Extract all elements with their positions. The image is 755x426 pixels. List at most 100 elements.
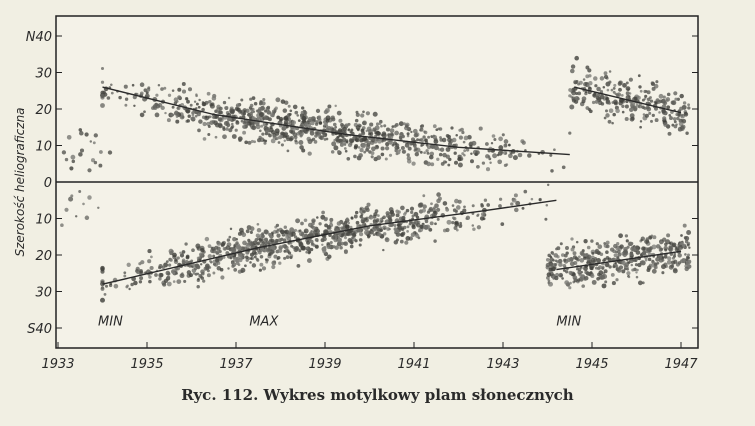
data-point	[240, 119, 244, 123]
data-point	[569, 261, 575, 267]
data-point	[384, 237, 390, 243]
data-point	[219, 106, 223, 111]
data-point	[658, 247, 663, 252]
data-point	[370, 151, 375, 156]
data-point	[207, 125, 211, 128]
data-point	[379, 217, 383, 222]
data-point	[583, 266, 588, 271]
data-point	[619, 244, 624, 249]
data-point	[166, 275, 171, 280]
data-point	[619, 98, 624, 103]
data-point	[87, 168, 92, 173]
data-point	[358, 238, 363, 242]
data-point	[683, 236, 687, 240]
data-point	[265, 126, 270, 131]
data-point	[376, 227, 381, 231]
data-point	[563, 253, 568, 258]
data-point	[258, 238, 263, 242]
data-point	[577, 267, 582, 272]
data-point	[196, 284, 200, 289]
data-point	[498, 136, 503, 142]
data-point	[291, 120, 297, 125]
data-point	[432, 135, 437, 140]
data-point	[549, 255, 553, 259]
data-point	[439, 147, 445, 152]
data-point	[244, 140, 249, 145]
data-point	[301, 106, 305, 110]
data-point	[599, 252, 604, 257]
data-point	[206, 269, 210, 273]
data-point	[610, 88, 614, 92]
data-point	[363, 230, 369, 235]
data-point	[685, 131, 689, 135]
data-point	[259, 255, 264, 259]
data-point	[213, 262, 218, 267]
data-point	[615, 278, 619, 282]
data-point	[258, 112, 264, 118]
data-point	[682, 101, 687, 105]
data-point	[635, 271, 638, 274]
data-point	[123, 274, 127, 278]
data-point	[283, 120, 288, 125]
data-point	[287, 230, 292, 235]
data-point	[139, 82, 145, 87]
data-point	[258, 107, 263, 112]
data-point	[489, 161, 492, 164]
data-point	[573, 277, 577, 281]
data-point	[247, 140, 252, 145]
data-point	[205, 265, 210, 270]
data-point	[596, 86, 601, 92]
data-point	[321, 243, 324, 247]
data-point	[521, 206, 525, 210]
data-point	[226, 238, 231, 242]
data-point	[613, 253, 618, 258]
data-point	[303, 218, 308, 223]
data-point	[605, 250, 609, 254]
data-point	[568, 88, 572, 92]
data-point	[355, 125, 361, 131]
data-point	[621, 110, 625, 114]
data-point	[550, 169, 554, 173]
data-point	[586, 260, 591, 264]
data-point	[453, 226, 458, 230]
y-axis-label: Szerokość heliograficzna	[13, 107, 27, 256]
data-point	[284, 245, 289, 251]
data-point	[413, 132, 419, 138]
data-point	[110, 83, 113, 86]
data-point	[377, 232, 382, 237]
data-point	[285, 132, 289, 136]
data-point	[295, 218, 301, 224]
data-point	[406, 134, 410, 138]
data-point	[663, 122, 668, 127]
data-point	[173, 97, 179, 102]
data-point	[194, 272, 198, 276]
data-point	[361, 136, 367, 142]
data-point	[667, 256, 672, 261]
data-point	[64, 157, 69, 162]
data-point	[672, 117, 677, 121]
data-point	[351, 236, 354, 240]
data-point	[250, 139, 254, 143]
data-point	[324, 108, 330, 113]
data-point	[331, 235, 336, 240]
data-point	[353, 154, 357, 159]
data-point	[512, 155, 518, 161]
data-point	[342, 140, 347, 145]
data-point	[386, 227, 390, 231]
data-point	[655, 80, 659, 84]
data-point	[181, 250, 186, 254]
data-point	[311, 242, 314, 246]
data-point	[231, 122, 234, 126]
data-point	[385, 213, 391, 218]
data-point	[362, 110, 365, 114]
data-point	[79, 131, 84, 136]
data-point	[419, 124, 423, 128]
data-point	[573, 99, 579, 104]
data-point	[637, 280, 643, 286]
data-point	[245, 229, 250, 234]
data-point	[333, 145, 339, 151]
data-point	[593, 76, 598, 81]
data-point	[327, 254, 332, 259]
data-point	[148, 279, 152, 284]
data-point	[679, 93, 684, 99]
